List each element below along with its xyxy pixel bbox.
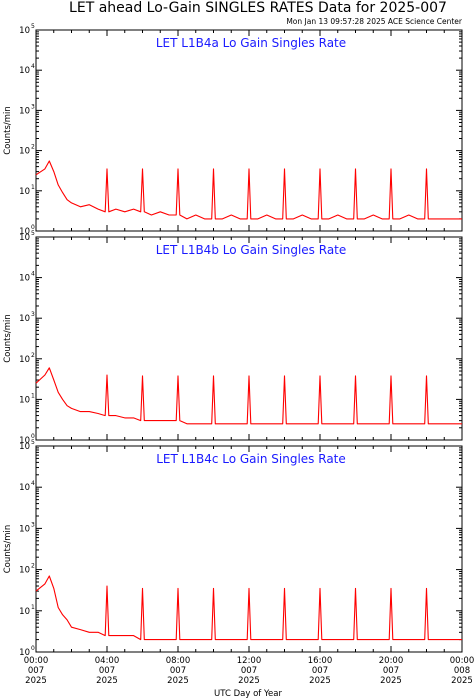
- plot-frame: [35, 236, 463, 441]
- y-tick-exponent: 3: [31, 521, 35, 528]
- figure-title: LET ahead Lo-Gain SINGLES RATES Data for…: [69, 0, 447, 16]
- y-tick-exponent: 0: [31, 433, 35, 440]
- x-tick-label: 007: [241, 666, 257, 676]
- x-tick-label: 2025: [96, 676, 118, 686]
- y-tick-label: 10: [19, 106, 30, 116]
- y-tick-exponent: 1: [31, 604, 35, 611]
- y-tick-label: 10: [19, 233, 30, 243]
- y-tick-label: 10: [19, 524, 30, 534]
- y-tick-label: 10: [19, 147, 30, 157]
- y-tick-label: 10: [19, 442, 30, 452]
- y-tick-exponent: 3: [31, 311, 35, 318]
- y-axis-label: Counts/min: [3, 106, 13, 155]
- series-line: [35, 575, 462, 641]
- x-tick-label: 2025: [25, 676, 47, 686]
- y-tick-exponent: 3: [31, 103, 35, 110]
- x-axis: 00:00007202504:00007202508:00007202512:0…: [24, 656, 475, 686]
- series-line: [35, 160, 462, 220]
- figure-timestamp: Mon Jan 13 09:57:28 2025 ACE Science Cen…: [286, 17, 463, 26]
- y-tick-label: 10: [19, 395, 30, 405]
- y-tick-label: 10: [19, 314, 30, 324]
- x-tick-label: 007: [383, 666, 399, 676]
- panel-title: LET L1B4a Lo Gain Singles Rate: [156, 36, 346, 50]
- panel-title: LET L1B4c Lo Gain Singles Rate: [156, 452, 346, 466]
- panel-title: LET L1B4b Lo Gain Singles Rate: [156, 243, 347, 257]
- y-tick-label: 10: [19, 66, 30, 76]
- y-tick-exponent: 5: [31, 439, 35, 446]
- x-tick-label: 00:00: [450, 656, 475, 666]
- y-tick-label: 10: [19, 274, 30, 284]
- y-tick-label: 10: [19, 566, 30, 576]
- y-tick-label: 10: [19, 436, 30, 446]
- y-tick-label: 10: [19, 483, 30, 493]
- x-tick-label: 04:00: [95, 656, 120, 666]
- plot-frame: [35, 445, 463, 653]
- x-axis-label: UTC Day of Year: [214, 689, 282, 699]
- y-tick-exponent: 1: [31, 392, 35, 399]
- y-tick-label: 10: [19, 227, 30, 237]
- x-tick-label: 007: [170, 666, 186, 676]
- x-tick-label: 2025: [167, 676, 189, 686]
- y-tick-exponent: 4: [31, 63, 35, 70]
- y-tick-exponent: 2: [31, 144, 35, 151]
- x-tick-label: 12:00: [237, 656, 262, 666]
- x-tick-label: 2025: [238, 676, 260, 686]
- y-tick-label: 10: [19, 187, 30, 197]
- y-tick-label: 10: [19, 607, 30, 617]
- y-tick-exponent: 5: [31, 230, 35, 237]
- y-axis-label: Counts/min: [3, 525, 13, 574]
- y-axis-label: Counts/min: [3, 314, 13, 363]
- y-tick-exponent: 1: [31, 184, 35, 191]
- y-tick-exponent: 2: [31, 352, 35, 359]
- x-tick-label: 2025: [451, 676, 473, 686]
- y-tick-exponent: 4: [31, 271, 35, 278]
- y-tick-label: 10: [19, 648, 30, 658]
- x-tick-label: 2025: [380, 676, 402, 686]
- x-tick-label: 007: [312, 666, 328, 676]
- x-tick-label: 007: [99, 666, 115, 676]
- y-tick-exponent: 0: [31, 224, 35, 231]
- x-tick-label: 2025: [309, 676, 331, 686]
- y-tick-label: 10: [19, 355, 30, 365]
- x-tick-label: 008: [454, 666, 470, 676]
- x-tick-label: 16:00: [308, 656, 333, 666]
- y-tick-label: 10: [19, 26, 30, 36]
- y-tick-exponent: 4: [31, 480, 35, 487]
- plot-frame: [35, 29, 463, 232]
- x-tick-label: 00:00: [24, 656, 49, 666]
- x-tick-label: 007: [28, 666, 44, 676]
- series-line: [35, 367, 462, 425]
- x-tick-label: 20:00: [379, 656, 404, 666]
- y-tick-exponent: 2: [31, 563, 35, 570]
- x-tick-label: 08:00: [166, 656, 191, 666]
- y-tick-exponent: 5: [31, 23, 35, 30]
- y-tick-exponent: 0: [31, 645, 35, 652]
